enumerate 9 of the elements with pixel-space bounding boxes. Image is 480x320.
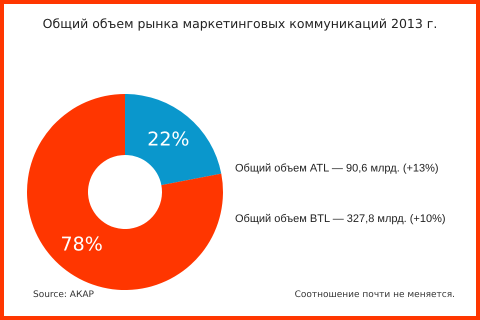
text: Соотношение почти не меняется.: [294, 290, 455, 300]
slice-label: Общий объем BTL — 327,8 млрд. (+10%): [235, 212, 446, 225]
data-label: 22%: [147, 128, 190, 151]
chart-title: Общий объем рынка маркетинговых коммуникаций 2013 г.: [42, 16, 438, 31]
slice-label: Общий объем ATL — 90,6 млрд. (+13%): [235, 162, 439, 174]
data-label: 78%: [60, 233, 103, 256]
source-note: Source: АКАР: [33, 290, 94, 300]
donut-slice: [27, 94, 223, 290]
donut-slice: [125, 94, 222, 186]
